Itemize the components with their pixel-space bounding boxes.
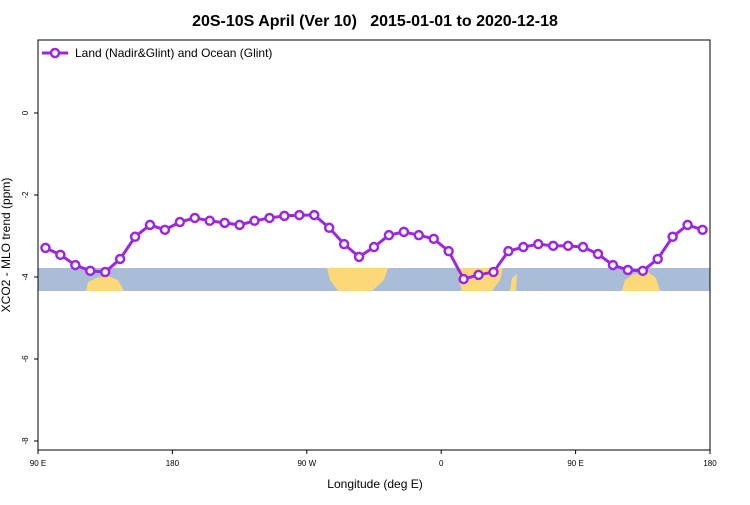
plot-frame bbox=[37, 39, 711, 451]
point bbox=[562, 240, 574, 252]
point bbox=[473, 269, 484, 281]
point bbox=[398, 226, 410, 238]
point bbox=[174, 216, 186, 228]
point bbox=[533, 238, 544, 250]
point bbox=[338, 238, 350, 250]
y-axis-label: XCO2 - MLO trend (ppm) bbox=[0, 178, 13, 313]
point bbox=[697, 224, 708, 236]
point bbox=[114, 253, 126, 265]
point bbox=[85, 265, 96, 277]
point bbox=[652, 253, 663, 265]
legend-marker bbox=[49, 47, 61, 59]
point bbox=[189, 212, 201, 224]
point bbox=[518, 241, 529, 253]
point bbox=[309, 209, 320, 221]
legend-label: Land (Nadir&Glint) and Ocean (Glint) bbox=[75, 46, 272, 60]
point bbox=[458, 273, 469, 285]
x-tick-label: 90 W bbox=[297, 459, 316, 468]
legend: Land (Nadir&Glint) and Ocean (Glint) bbox=[42, 46, 272, 60]
point bbox=[159, 224, 171, 236]
y-tick-label: -4 bbox=[21, 273, 30, 281]
x-tick-label: 0 bbox=[439, 459, 444, 468]
chart-title: 20S-10S April (Ver 10) 2015-01-01 to 202… bbox=[192, 13, 558, 30]
y-tick-label: -2 bbox=[21, 191, 30, 199]
point bbox=[70, 259, 81, 271]
map-strip bbox=[38, 268, 710, 291]
point bbox=[443, 245, 454, 257]
point bbox=[249, 215, 260, 227]
point bbox=[204, 215, 215, 227]
point bbox=[637, 265, 649, 277]
point bbox=[55, 249, 66, 261]
point bbox=[353, 251, 365, 263]
point bbox=[428, 233, 439, 245]
point bbox=[219, 217, 230, 229]
point bbox=[144, 219, 156, 231]
point bbox=[592, 248, 604, 260]
point bbox=[413, 229, 425, 241]
point bbox=[40, 242, 51, 254]
point bbox=[294, 209, 305, 221]
point bbox=[503, 245, 514, 257]
y-tick-label: -6 bbox=[21, 355, 30, 363]
point bbox=[682, 219, 693, 231]
point bbox=[129, 231, 141, 243]
x-axis-label: Longitude (deg E) bbox=[327, 477, 422, 491]
point bbox=[488, 266, 499, 278]
x-tick-label: 90 E bbox=[567, 459, 583, 468]
point bbox=[547, 240, 559, 252]
x-tick-label: 180 bbox=[166, 459, 180, 468]
point bbox=[607, 259, 619, 271]
point bbox=[279, 210, 290, 222]
point bbox=[622, 264, 634, 276]
y-tick-label: 0 bbox=[21, 110, 30, 115]
point bbox=[99, 266, 111, 278]
x-tick-label: 90 E bbox=[30, 459, 46, 468]
point bbox=[577, 241, 589, 253]
point bbox=[383, 229, 395, 241]
point bbox=[368, 241, 380, 253]
x-tick-label: 180 bbox=[703, 459, 717, 468]
point bbox=[234, 219, 245, 231]
y-tick-label: -8 bbox=[21, 437, 30, 445]
point bbox=[667, 231, 678, 243]
point bbox=[323, 222, 335, 234]
point bbox=[264, 212, 275, 224]
